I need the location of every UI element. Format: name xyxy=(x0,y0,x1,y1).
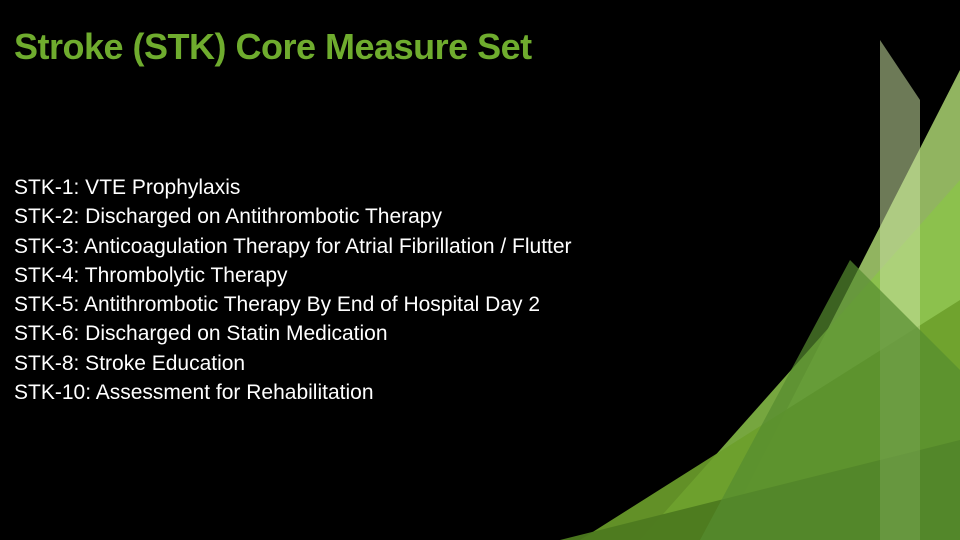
body-list: STK-1: VTE Prophylaxis STK-2: Discharged… xyxy=(14,174,674,408)
list-item: STK-3: Anticoagulation Therapy for Atria… xyxy=(14,233,674,260)
list-item: STK-10: Assessment for Rehabilitation xyxy=(14,379,674,406)
list-item: STK-2: Discharged on Antithrombotic Ther… xyxy=(14,203,674,230)
list-item: STK-8: Stroke Education xyxy=(14,350,674,377)
slide: Stroke (STK) Core Measure Set STK-1: VTE… xyxy=(0,0,960,540)
page-title: Stroke (STK) Core Measure Set xyxy=(14,26,532,68)
list-item: STK-4: Thrombolytic Therapy xyxy=(14,262,674,289)
list-item: STK-1: VTE Prophylaxis xyxy=(14,174,674,201)
list-item: STK-5: Antithrombotic Therapy By End of … xyxy=(14,291,674,318)
list-item: STK-6: Discharged on Statin Medication xyxy=(14,320,674,347)
